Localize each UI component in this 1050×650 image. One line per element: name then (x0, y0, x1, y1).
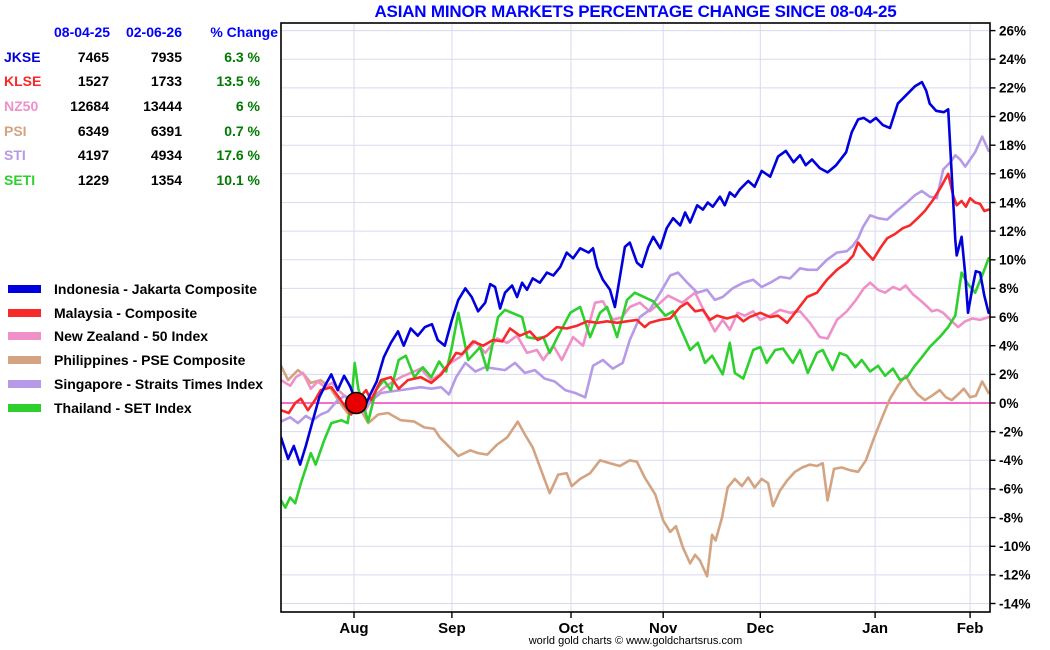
legend-label: Philippines - PSE Composite (54, 352, 246, 369)
y-tick-label: 4% (999, 339, 1019, 354)
legend-item: Malaysia - Composite (8, 301, 263, 325)
legend-item: Thailand - SET Index (8, 396, 263, 420)
table-header-change: % Change (210, 24, 278, 41)
series-JKSE (281, 80, 990, 466)
legend-swatch-new-zealand (8, 332, 41, 341)
y-tick-label: 6% (999, 310, 1019, 325)
value-start: 4197 (77, 147, 109, 164)
legend-swatch-singapore (8, 380, 41, 389)
value-start: 1527 (77, 73, 109, 90)
series-PSI (281, 364, 990, 578)
x-tick-label: Jan (862, 620, 888, 637)
legend-swatch-thailand (8, 403, 41, 412)
index-name: NZ50 (4, 98, 39, 115)
y-tick-label: 0% (999, 396, 1019, 411)
series-SETI (281, 256, 990, 509)
legend-item: Singapore - Straits Times Index (8, 372, 263, 396)
y-tick-label: -14% (999, 596, 1031, 611)
y-tick-label: -2% (999, 424, 1023, 439)
percent-change: 13.5 % (216, 73, 260, 90)
legend-label: New Zealand - 50 Index (54, 328, 209, 345)
x-tick-label: Feb (957, 620, 984, 637)
value-start: 12684 (70, 98, 109, 115)
legend-item: New Zealand - 50 Index (8, 325, 263, 349)
x-tick-label: Oct (558, 620, 583, 637)
index-name: PSI (4, 122, 27, 139)
legend-swatch-malaysia (8, 308, 41, 317)
x-tick-label: Aug (339, 620, 368, 637)
percent-change: 6 % (235, 98, 260, 115)
x-axis-labels: Aug Sep Oct Nov Dec Jan Feb (339, 612, 983, 637)
y-tick-label: -6% (999, 482, 1023, 497)
y-tick-label: 16% (999, 167, 1026, 182)
x-tick-label: Sep (438, 620, 466, 637)
index-name: JKSE (4, 48, 41, 65)
y-tick-label: 26% (999, 23, 1026, 38)
x-tick-label: Dec (747, 620, 775, 637)
index-name: STI (4, 147, 26, 164)
y-tick-label: 20% (999, 109, 1026, 124)
index-name: KLSE (4, 73, 42, 90)
legend-swatch-indonesia (8, 284, 41, 293)
series-STI (281, 135, 990, 425)
y-tick-label: 24% (999, 52, 1026, 67)
value-current: 4934 (150, 147, 182, 164)
percent-change: 17.6 % (216, 147, 260, 164)
index-name: SETI (4, 171, 36, 188)
value-current: 7935 (150, 48, 182, 65)
gridlines (281, 23, 990, 612)
value-current: 6391 (150, 122, 182, 139)
chart-footer: world gold charts © www.goldchartsrus.co… (528, 635, 743, 647)
legend-label: Thailand - SET Index (54, 399, 192, 416)
y-tick-label: -8% (999, 510, 1023, 525)
y-tick-label: 18% (999, 138, 1026, 153)
y-tick-label: 12% (999, 224, 1026, 239)
x-tick-label: Nov (649, 620, 678, 637)
y-tick-label: -10% (999, 539, 1031, 554)
y-tick-label: 8% (999, 281, 1019, 296)
percent-change: 0.7 % (224, 122, 260, 139)
legend-item: Indonesia - Jakarta Composite (8, 277, 263, 301)
legend-label: Singapore - Straits Times Index (54, 376, 264, 393)
y-tick-label: 22% (999, 81, 1026, 96)
value-current: 13444 (143, 98, 182, 115)
index-table: 08-04-25 02-06-26 % Change JKSE 7465 793… (4, 20, 278, 192)
series-KLSE (281, 172, 990, 416)
y-axis-labels: 26% 24% 22% 20% 18% 16% 14% 12% 10% 8% 6% 4% 2% 0% -2%… (990, 23, 1031, 611)
legend-label: Malaysia - Composite (54, 304, 198, 321)
legend: Indonesia - Jakarta Composite Malaysia -… (8, 277, 263, 420)
table-header-start-date: 08-04-25 (54, 24, 111, 41)
y-tick-label: -12% (999, 568, 1031, 583)
series-lines (281, 80, 990, 578)
y-tick-label: 14% (999, 195, 1026, 210)
table-header-current-date: 02-06-26 (125, 24, 182, 41)
value-current: 1354 (150, 171, 182, 188)
legend-label: Indonesia - Jakarta Composite (54, 280, 258, 297)
y-tick-label: 10% (999, 253, 1026, 268)
series-NZ50 (281, 281, 990, 415)
y-tick-label: 2% (999, 367, 1019, 382)
percent-change: 10.1 % (216, 171, 260, 188)
y-tick-label: -4% (999, 453, 1023, 468)
value-start: 7465 (77, 48, 109, 65)
value-start: 1229 (77, 171, 109, 188)
value-start: 6349 (77, 122, 109, 139)
legend-swatch-philippines (8, 356, 41, 365)
percent-change: 6.3 % (224, 48, 260, 65)
legend-item: Philippines - PSE Composite (8, 348, 263, 372)
start-date-marker (344, 391, 368, 415)
value-current: 1733 (150, 73, 182, 90)
page-title: ASIAN MINOR MARKETS PERCENTAGE CHANGE SI… (374, 2, 897, 21)
